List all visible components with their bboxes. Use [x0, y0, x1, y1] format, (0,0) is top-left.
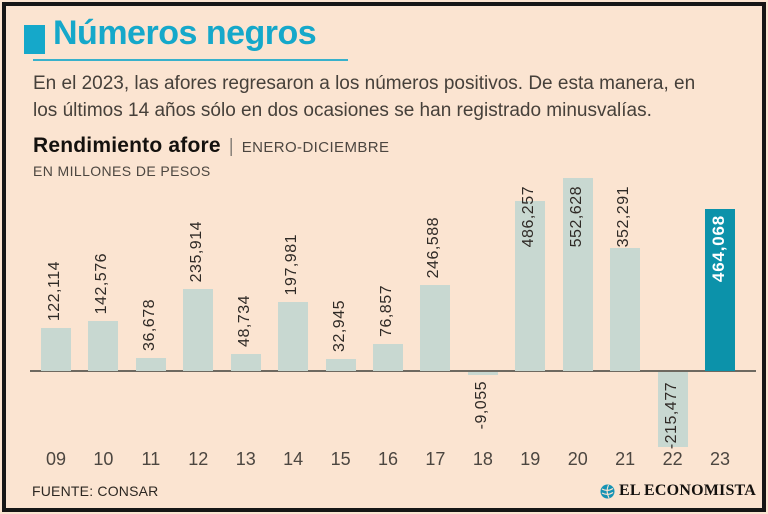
source-label: FUENTE: CONSAR — [32, 483, 159, 499]
intro-line-2: los últimos 14 años sólo en dos ocasione… — [33, 100, 652, 121]
chart-title: Rendimiento afore — [33, 134, 221, 157]
x-tick-label: 09 — [45, 449, 67, 469]
bar-value-label: 142,576 — [93, 253, 111, 315]
x-tick-label: 13 — [235, 449, 256, 469]
x-axis-line — [30, 370, 756, 372]
el-economista-globe-icon — [600, 484, 615, 499]
title-accent-square — [24, 25, 45, 54]
x-tick-label: 21 — [615, 449, 636, 469]
bar-value-label: 352,291 — [615, 186, 633, 248]
x-tick-label: 23 — [710, 449, 731, 469]
bar-value-label: 197,981 — [283, 233, 301, 296]
chart-period-label: ENERO-DICIEMBRE — [241, 139, 390, 156]
bar-2012 — [183, 288, 214, 371]
bar-value-label: 486,257 — [520, 186, 538, 248]
bar-value-label: 36,678 — [140, 299, 158, 352]
x-tick-label: 11 — [141, 449, 161, 469]
bar-2021 — [610, 247, 641, 371]
chart-header: Rendimiento afore | ENERO-DICIEMBRE — [33, 134, 389, 158]
bar-2020 — [562, 178, 593, 371]
bar-2017 — [420, 284, 451, 371]
bar-2014 — [278, 301, 309, 371]
publisher-logo: EL ECONOMISTA — [600, 482, 756, 500]
bar-value-label: 76,857 — [378, 285, 395, 338]
x-tick-label: 16 — [377, 449, 399, 469]
bar-2018 — [467, 372, 498, 376]
bar-value-label: 122,114 — [46, 261, 63, 322]
bar-2013 — [230, 353, 261, 371]
bar-2015 — [325, 359, 356, 371]
x-tick-label: 12 — [188, 449, 209, 469]
x-tick-label: 19 — [520, 449, 541, 469]
chart-title-separator: | — [228, 136, 234, 157]
bar-2010 — [88, 321, 119, 371]
title-underline — [33, 59, 348, 61]
x-tick-label: 18 — [472, 449, 493, 469]
bar-2023 — [705, 208, 736, 371]
x-tick-label: 10 — [93, 449, 114, 469]
bar-value-label: 235,914 — [188, 220, 206, 282]
bar-value-label: 464,068 — [709, 214, 729, 282]
intro-line-1: En el 2023, las afores regresaron a los … — [33, 73, 696, 94]
bar-2022 — [657, 372, 688, 448]
bar-2019 — [515, 201, 546, 371]
bar-value-label: 552,628 — [567, 186, 585, 248]
bar-value-label: -9,055 — [472, 381, 490, 430]
x-tick-label: 17 — [425, 449, 446, 469]
intro-paragraph: En el 2023, las afores regresaron a los … — [33, 70, 757, 124]
bar-2016 — [373, 344, 403, 371]
bar-value-label: -215,477 — [662, 382, 680, 450]
x-tick-label: 14 — [283, 449, 304, 469]
bar-2011 — [135, 358, 166, 371]
bar-2009 — [41, 328, 71, 371]
bar-value-label: 246,588 — [425, 216, 443, 279]
page-title: Números negros — [53, 14, 317, 52]
publisher-name: EL ECONOMISTA — [619, 482, 756, 499]
bar-value-label: 32,945 — [330, 300, 348, 353]
chart-units-label: EN MILLONES DE PESOS — [33, 163, 211, 179]
x-tick-label: 15 — [330, 449, 351, 469]
bar-value-label: 48,734 — [235, 294, 253, 347]
x-tick-label: 20 — [567, 449, 588, 469]
x-tick-label: 22 — [662, 449, 683, 469]
